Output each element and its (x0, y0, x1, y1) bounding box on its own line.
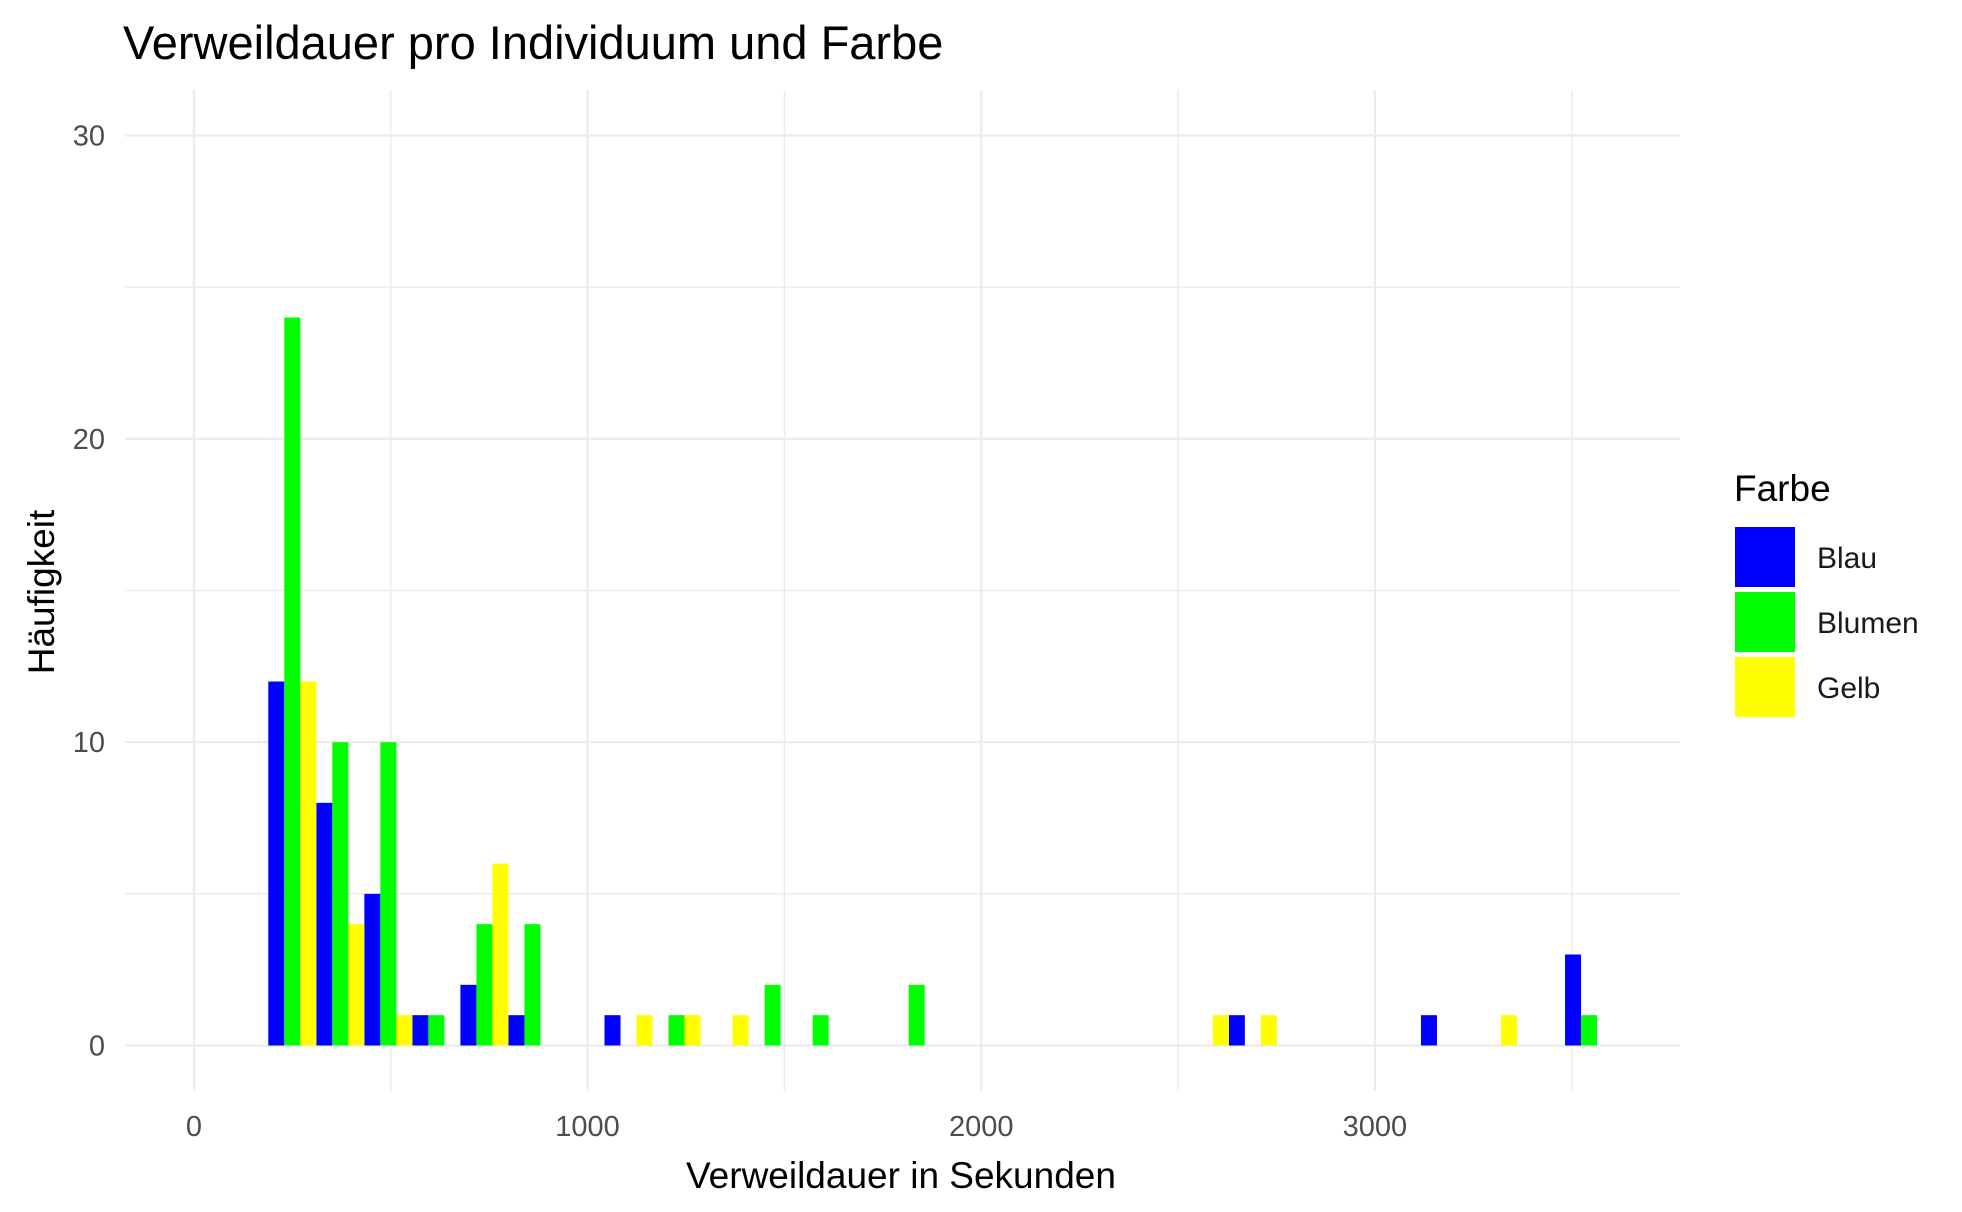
y-axis-ticks: 0 10 20 30 (73, 121, 105, 1063)
bar-gelb (1260, 1015, 1277, 1046)
bar-blau (1565, 954, 1582, 1046)
bars (268, 317, 1598, 1046)
bar-blau (1228, 1015, 1245, 1046)
chart-title: Verweildauer pro Individuum und Farbe (123, 16, 943, 69)
bar-blumen (812, 1015, 829, 1046)
bar-blau (268, 681, 285, 1046)
bar-blumen (332, 742, 349, 1046)
bar-blau (412, 1015, 429, 1046)
bar-blumen (476, 924, 493, 1046)
bar-blumen (524, 924, 541, 1046)
bar-blumen (380, 742, 397, 1046)
bar-blau (1420, 1015, 1437, 1046)
bar-blau (604, 1015, 621, 1046)
x-axis-ticks: 0 1000 2000 3000 (186, 1111, 1407, 1143)
x-axis-title: Verweildauer in Sekunden (686, 1155, 1116, 1196)
bar-blumen (764, 984, 781, 1046)
x-tick-label: 2000 (949, 1111, 1014, 1143)
bar-gelb (492, 863, 509, 1046)
y-tick-label: 20 (73, 424, 105, 456)
legend-label-blau: Blau (1817, 542, 1877, 575)
x-tick-label: 1000 (555, 1111, 620, 1143)
legend-label-blumen: Blumen (1817, 607, 1919, 640)
bar-gelb (636, 1015, 653, 1046)
bar-gelb (1501, 1015, 1518, 1046)
y-tick-label: 0 (89, 1031, 105, 1063)
bar-gelb (684, 1015, 701, 1046)
legend-label-gelb: Gelb (1817, 672, 1880, 705)
bar-blumen (428, 1015, 445, 1046)
y-tick-label: 30 (73, 121, 105, 153)
bar-gelb (396, 1015, 413, 1046)
legend-key-blumen (1735, 592, 1795, 652)
bar-blau (316, 802, 333, 1046)
bar-blumen (1581, 1015, 1598, 1046)
bar-blau (460, 984, 477, 1046)
bar-gelb (1212, 1015, 1229, 1046)
x-tick-label: 3000 (1343, 1111, 1408, 1143)
y-axis-title: Häufigkeit (21, 509, 62, 674)
bar-blau (364, 893, 381, 1046)
legend-key-blau (1735, 527, 1795, 587)
bar-gelb (732, 1015, 749, 1046)
bar-gelb (300, 681, 317, 1046)
legend: Farbe Blau Blumen Gelb (1734, 468, 1919, 717)
bar-blumen (284, 317, 301, 1046)
bar-blau (508, 1015, 525, 1046)
bar-gelb (348, 924, 365, 1046)
legend-key-gelb (1735, 657, 1795, 717)
bar-blumen (908, 984, 925, 1046)
legend-title: Farbe (1734, 468, 1831, 509)
y-tick-label: 10 (73, 727, 105, 759)
bar-blumen (668, 1015, 685, 1046)
x-tick-label: 0 (186, 1111, 202, 1143)
